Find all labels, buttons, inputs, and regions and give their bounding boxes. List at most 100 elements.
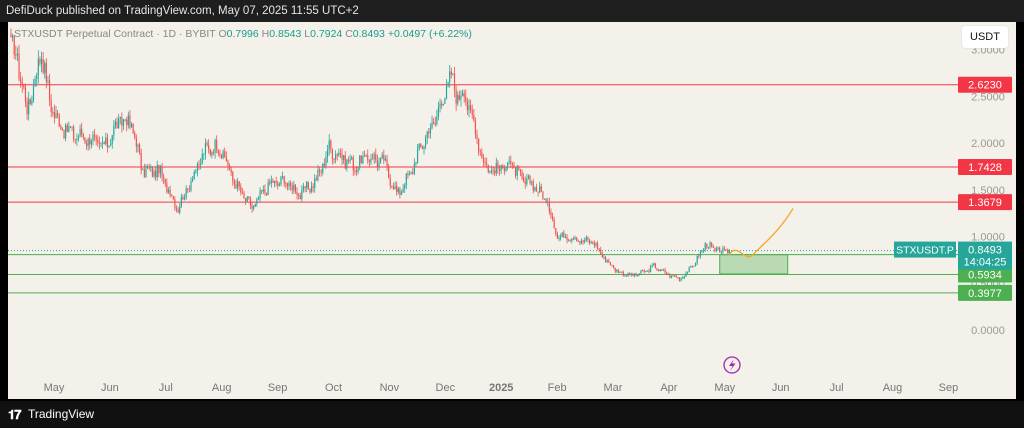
currency-button[interactable]: USDT (962, 26, 1008, 48)
candlestick-chart[interactable]: May Jun Jul Aug Sep Oct Nov Dec 2025 Feb Mar Apr May… (8, 22, 1016, 399)
candle-body (55, 113, 57, 119)
candle-body (646, 270, 648, 272)
candle-body (667, 274, 669, 276)
candle-body (119, 117, 121, 119)
candle-body (653, 263, 655, 266)
candle-body (434, 123, 436, 125)
candle-body (195, 171, 197, 173)
candle-body (413, 164, 415, 174)
candle-body (722, 248, 724, 252)
symbol-name: STXUSDT Perpetual Contract · 1D · BYBIT (14, 28, 216, 40)
candle-body (367, 155, 369, 161)
chart-area[interactable]: May Jun Jul Aug Sep Oct Nov Dec 2025 Feb Mar Apr May… (8, 22, 1016, 399)
candle-body (185, 188, 187, 198)
candle-body (187, 188, 189, 190)
candle-body (156, 164, 158, 178)
candle-body (90, 140, 92, 145)
candle-body (490, 170, 493, 172)
candle-body (21, 82, 23, 85)
candle-body (220, 154, 223, 159)
candle-body (28, 99, 30, 115)
candle-body (561, 232, 563, 237)
candle-body (473, 115, 475, 121)
candle-body (506, 162, 509, 168)
level-tag-bg (958, 266, 1012, 283)
candle-body (183, 197, 186, 200)
candle-body (608, 260, 610, 263)
candle-body (331, 148, 333, 159)
candle-body (388, 167, 390, 179)
candle-body (50, 100, 52, 112)
candle-body (568, 240, 570, 242)
candle-body (140, 152, 142, 170)
candle-body (16, 53, 19, 56)
x-tick-label: Apr (660, 382, 677, 394)
candle-body (225, 157, 227, 161)
candle-body (299, 195, 301, 200)
candle-body (693, 266, 695, 268)
candle-body (629, 273, 631, 275)
candle-body (65, 124, 67, 139)
candle-body (447, 82, 449, 87)
candle-body (233, 180, 235, 185)
candle-body (455, 89, 457, 104)
level-tag-bg (958, 159, 1012, 176)
candle-body (58, 115, 60, 127)
candle-body (683, 276, 685, 278)
candle-body (98, 142, 100, 144)
candle-body (397, 188, 399, 193)
candle-body (330, 140, 332, 149)
candle-body (579, 240, 581, 244)
candle-body (513, 164, 515, 168)
level-tag-label: 1.7428 (968, 162, 1002, 174)
candle-body (360, 155, 362, 164)
candle-body (476, 134, 478, 139)
candle-body (458, 94, 460, 100)
candle-body (703, 249, 705, 251)
candle-body (105, 137, 107, 145)
candle-body (175, 208, 178, 210)
candle-body (534, 186, 536, 191)
x-tick-label: Jun (772, 382, 790, 394)
candle-body (669, 274, 671, 278)
candle-body (278, 184, 280, 186)
candle-body (450, 71, 452, 75)
candle-body (727, 249, 729, 254)
candle-body (714, 247, 716, 251)
candle-body (34, 78, 36, 86)
candle-body (241, 192, 244, 194)
y-tick-label: 1.5000 (971, 185, 1005, 197)
candle-body (146, 166, 149, 169)
candle-body (20, 79, 22, 83)
candle-body (101, 142, 104, 144)
candle-body (118, 118, 120, 129)
low-value: 0.7924 (310, 28, 343, 40)
candle-body (569, 240, 571, 242)
candle-body (582, 240, 584, 242)
candle-body (635, 273, 637, 276)
candle-body (595, 243, 597, 246)
y-tick-label: 2.0000 (971, 138, 1005, 150)
candle-body (203, 153, 205, 155)
candle-body (523, 178, 525, 182)
candle-body (143, 168, 145, 178)
price-tag-value: 0.8493 (968, 245, 1002, 257)
level-tag-bg (958, 76, 1012, 93)
candle-body (240, 186, 242, 193)
candle-body (333, 158, 335, 160)
candle-body (572, 238, 575, 240)
candle-body (137, 144, 139, 147)
candle-body (81, 128, 83, 135)
candle-body (171, 195, 173, 197)
x-tick-label: Mar (604, 382, 623, 394)
candle-body (452, 73, 454, 75)
candle-body (158, 164, 160, 174)
candle-body (404, 185, 406, 189)
candle-body (39, 58, 41, 64)
candle-body (715, 248, 718, 251)
candle-body (301, 189, 303, 200)
candle-body (426, 131, 428, 139)
candle-body (556, 233, 558, 239)
candle-body (53, 112, 55, 119)
candle-body (106, 137, 109, 148)
